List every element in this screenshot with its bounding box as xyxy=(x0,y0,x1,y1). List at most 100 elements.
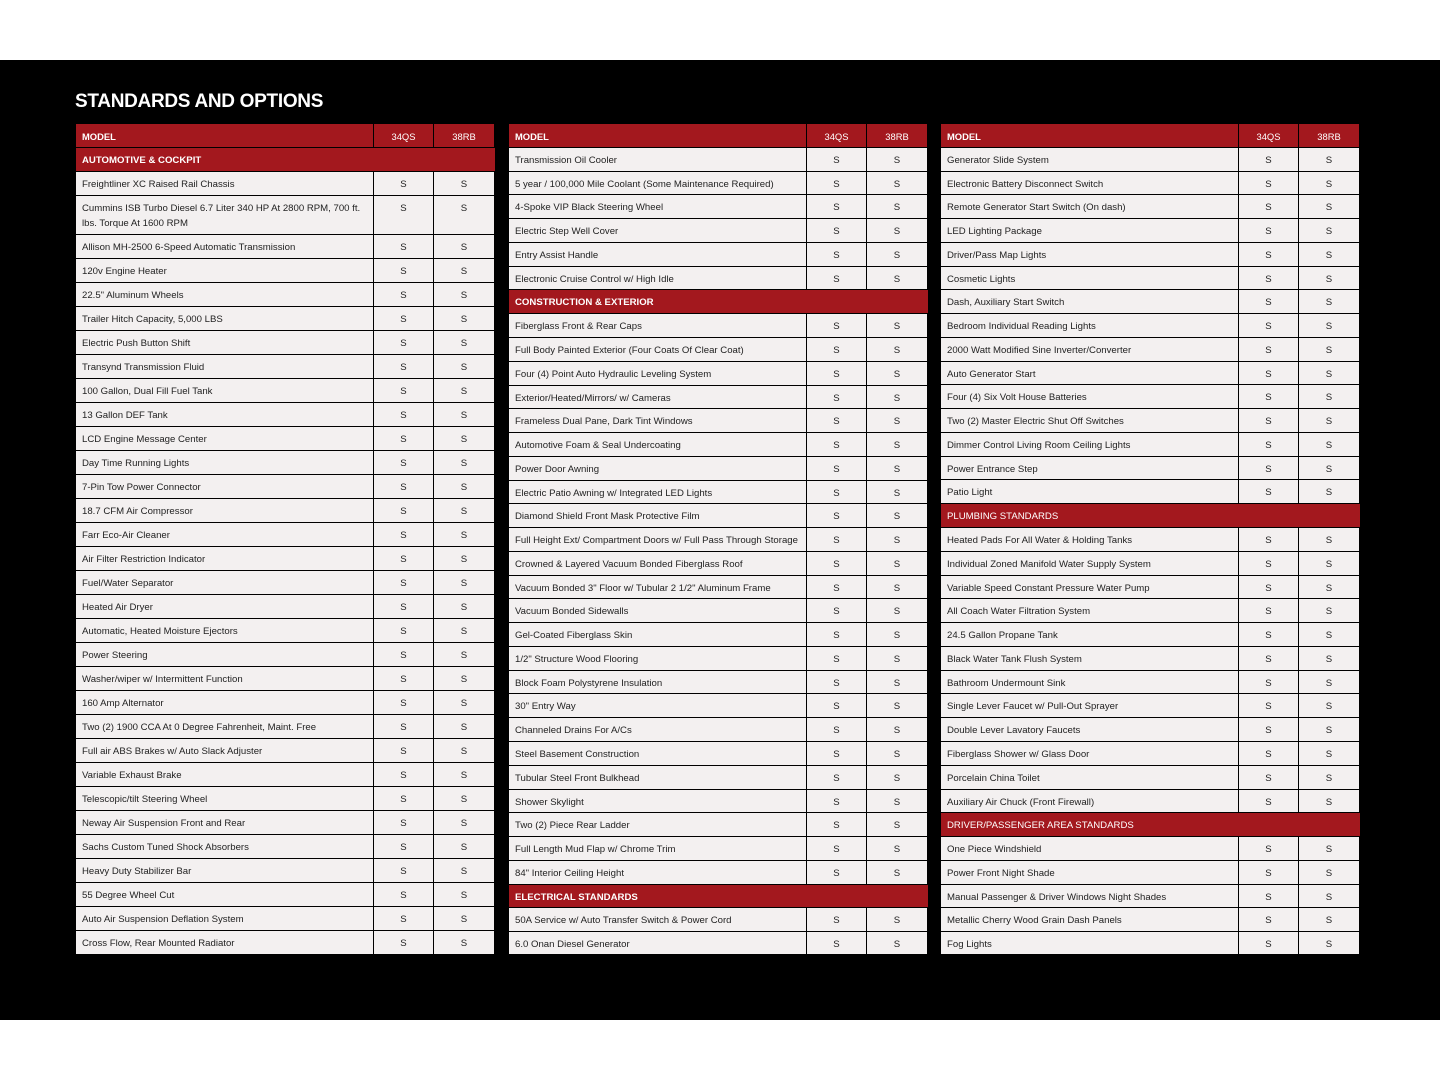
table-row: 30" Entry Way S S xyxy=(509,694,928,718)
feature-label: Power Front Night Shade xyxy=(941,860,1238,884)
table-row: Full Body Painted Exterior (Four Coats O… xyxy=(509,337,928,361)
availability-cell: S xyxy=(1239,646,1298,670)
availability-cell: S xyxy=(807,765,866,789)
availability-cell: S xyxy=(807,456,866,480)
availability-cell: S xyxy=(1299,623,1359,646)
feature-label: 18.7 CFM Air Compressor xyxy=(76,499,373,522)
table-row: 55 Degree Wheel Cut S S xyxy=(76,883,495,906)
feature-label: Bedroom Individual Reading Lights xyxy=(941,314,1238,337)
availability-cell: S xyxy=(1299,528,1359,551)
table-row: Trailer Hitch Capacity, 5,000 LBS S S xyxy=(76,307,495,330)
feature-label: 1/2" Structure Wood Flooring xyxy=(509,646,806,670)
availability-cell: S xyxy=(1299,932,1359,955)
table-row: Generator Slide System S S xyxy=(941,147,1360,171)
feature-label: Two (2) Master Electric Shut Off Switche… xyxy=(941,409,1238,432)
availability-cell: S xyxy=(867,765,927,789)
spec-table-2: MODEL 34QS 38RB Transmission Oil Cooler S S 5 … xyxy=(509,124,928,955)
table-row: 13 Gallon DEF Tank S S xyxy=(76,403,495,426)
feature-label: 7-Pin Tow Power Connector xyxy=(76,475,373,498)
availability-cell: S xyxy=(807,837,866,860)
availability-cell: S xyxy=(434,523,494,546)
availability-cell: S xyxy=(1239,599,1298,623)
feature-label: One Piece Windshield xyxy=(941,837,1238,860)
feature-label: Neway Air Suspension Front and Rear xyxy=(76,811,373,834)
availability-cell: S xyxy=(434,499,494,522)
feature-label: Trailer Hitch Capacity, 5,000 LBS xyxy=(76,307,373,330)
feature-label: Dimmer Control Living Room Ceiling Light… xyxy=(941,432,1238,456)
availability-cell: S xyxy=(1239,219,1298,242)
table-row: Heated Pads For All Water & Holding Tank… xyxy=(941,528,1360,551)
availability-cell: S xyxy=(1299,337,1359,361)
availability-cell: S xyxy=(867,908,927,932)
feature-label: Automatic, Heated Moisture Ejectors xyxy=(76,619,373,642)
feature-label: Washer/wiper w/ Intermittent Function xyxy=(76,667,373,690)
table-row: Auto Air Suspension Deflation System S S xyxy=(76,907,495,930)
section-header: AUTOMOTIVE & COCKPIT xyxy=(76,148,495,171)
availability-cell: S xyxy=(807,813,866,837)
feature-label: Fuel/Water Separator xyxy=(76,571,373,594)
table-row: Heated Air Dryer S S xyxy=(76,595,495,618)
table-row: Auxiliary Air Chuck (Front Firewall) S S xyxy=(941,789,1360,813)
availability-cell: S xyxy=(374,931,433,954)
feature-label: 22.5" Aluminum Wheels xyxy=(76,283,373,306)
availability-cell: S xyxy=(867,694,927,718)
table-row: One Piece Windshield S S xyxy=(941,837,1360,860)
availability-cell: S xyxy=(807,623,866,646)
availability-cell: S xyxy=(1239,670,1298,694)
availability-cell: S xyxy=(807,504,866,528)
table-row: Fog Lights S S xyxy=(941,932,1360,955)
availability-cell: S xyxy=(434,619,494,642)
model-column-header: 34QS xyxy=(807,124,866,147)
availability-cell: S xyxy=(867,504,927,528)
availability-cell: S xyxy=(374,355,433,378)
availability-cell: S xyxy=(1239,694,1298,718)
feature-label: Black Water Tank Flush System xyxy=(941,646,1238,670)
availability-cell: S xyxy=(434,307,494,330)
feature-label: Electronic Battery Disconnect Switch xyxy=(941,171,1238,195)
availability-cell: S xyxy=(434,643,494,666)
feature-label: Sachs Custom Tuned Shock Absorbers xyxy=(76,835,373,858)
availability-cell: S xyxy=(374,643,433,666)
table-row: Fiberglass Shower w/ Glass Door S S xyxy=(941,741,1360,765)
feature-label: Allison MH-2500 6-Speed Automatic Transm… xyxy=(76,235,373,258)
availability-cell: S xyxy=(807,694,866,718)
availability-cell: S xyxy=(1299,195,1359,219)
availability-cell: S xyxy=(434,883,494,906)
availability-cell: S xyxy=(867,409,927,433)
availability-cell: S xyxy=(867,789,927,813)
availability-cell: S xyxy=(1239,908,1298,932)
table-row: 22.5" Aluminum Wheels S S xyxy=(76,283,495,306)
availability-cell: S xyxy=(1239,789,1298,813)
table-row: Allison MH-2500 6-Speed Automatic Transm… xyxy=(76,235,495,258)
availability-cell: S xyxy=(434,787,494,810)
availability-cell: S xyxy=(374,907,433,930)
availability-cell: S xyxy=(434,859,494,882)
availability-cell: S xyxy=(374,619,433,642)
availability-cell: S xyxy=(434,547,494,570)
availability-cell: S xyxy=(867,932,927,955)
feature-label: Frameless Dual Pane, Dark Tint Windows xyxy=(509,409,806,433)
model-column-header: 34QS xyxy=(374,124,433,147)
availability-cell: S xyxy=(1299,789,1359,813)
availability-cell: S xyxy=(374,715,433,738)
availability-cell: S xyxy=(1299,480,1359,504)
feature-label: Cummins ISB Turbo Diesel 6.7 Liter 340 H… xyxy=(76,196,373,234)
feature-label: 30" Entry Way xyxy=(509,694,806,718)
availability-cell: S xyxy=(867,599,927,623)
availability-cell: S xyxy=(1299,171,1359,195)
availability-cell: S xyxy=(434,259,494,282)
table-row: Manual Passenger & Driver Windows Night … xyxy=(941,884,1360,908)
availability-cell: S xyxy=(434,196,494,234)
table-row: Full Length Mud Flap w/ Chrome Trim S S xyxy=(509,837,928,860)
availability-cell: S xyxy=(807,314,866,337)
availability-cell: S xyxy=(807,242,866,266)
feature-label: Full Body Painted Exterior (Four Coats O… xyxy=(509,337,806,361)
availability-cell: S xyxy=(1299,290,1359,314)
availability-cell: S xyxy=(434,451,494,474)
feature-label: Cross Flow, Rear Mounted Radiator xyxy=(76,931,373,954)
availability-cell: S xyxy=(1299,741,1359,765)
availability-cell: S xyxy=(374,763,433,786)
availability-cell: S xyxy=(807,433,866,456)
table-row: 6.0 Onan Diesel Generator S S xyxy=(509,932,928,955)
feature-label: Entry Assist Handle xyxy=(509,242,806,266)
